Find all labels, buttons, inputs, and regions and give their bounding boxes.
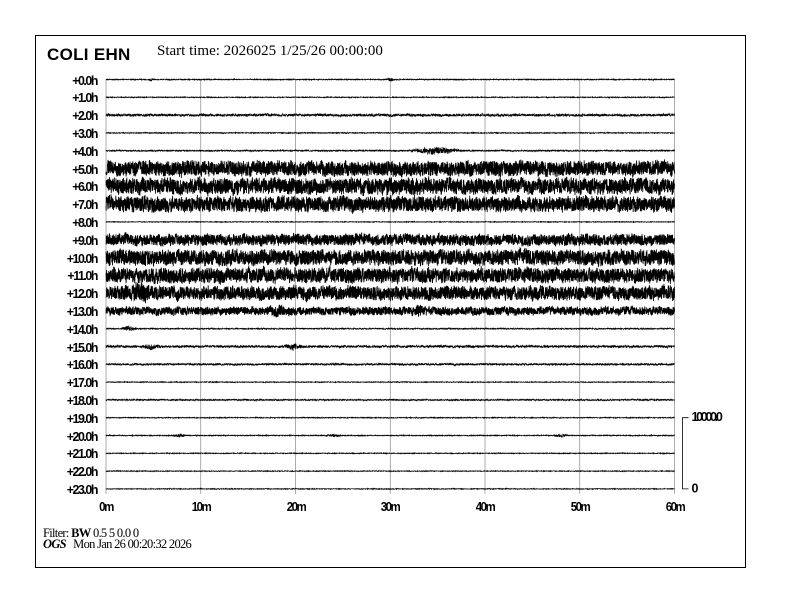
svg-text:0: 0	[692, 481, 699, 495]
svg-text:10000.0: 10000.0	[692, 410, 723, 424]
